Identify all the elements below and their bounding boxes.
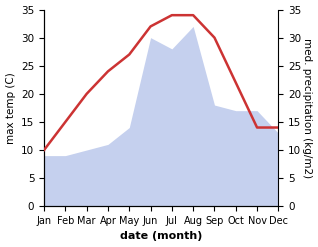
Y-axis label: max temp (C): max temp (C) — [5, 72, 16, 144]
X-axis label: date (month): date (month) — [120, 231, 203, 242]
Y-axis label: med. precipitation (kg/m2): med. precipitation (kg/m2) — [302, 38, 313, 178]
